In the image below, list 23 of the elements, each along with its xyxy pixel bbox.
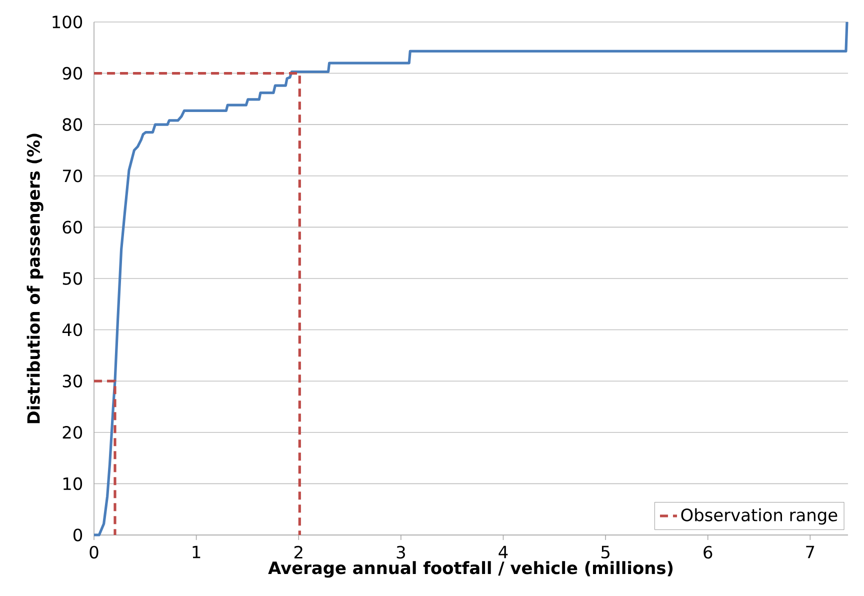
y-tick-label: 10 (63, 477, 82, 490)
x-tick-label: 2 (294, 546, 302, 558)
y-tick-label: 30 (62, 374, 82, 388)
y-tick-label: 100 (52, 16, 82, 28)
legend-label: Observation range (681, 508, 838, 525)
x-tick-label: 3 (396, 546, 405, 559)
y-tick-label: 70 (63, 169, 82, 182)
y-tick-label: 80 (62, 118, 82, 131)
x-tick-label: 7 (806, 546, 814, 558)
x-tick-label: 0 (90, 546, 98, 559)
y-tick-label: 60 (62, 220, 82, 234)
x-tick-label: 6 (704, 546, 712, 559)
y-tick-label: 50 (62, 272, 82, 285)
y-tick-label: 0 (74, 528, 82, 542)
y-axis-title: Distribution of passengers (%) (26, 134, 44, 424)
line-series (92, 20, 848, 536)
x-tick-label: 5 (601, 546, 610, 558)
y-tick-label: 90 (62, 66, 82, 80)
x-tick-label: 4 (498, 546, 508, 558)
x-tick-label: 1 (192, 546, 200, 558)
y-tick-label: 40 (62, 323, 82, 336)
x-axis-title: Average annual footfall / vehicle (millions) (268, 561, 673, 578)
y-tick-label: 20 (62, 426, 82, 439)
